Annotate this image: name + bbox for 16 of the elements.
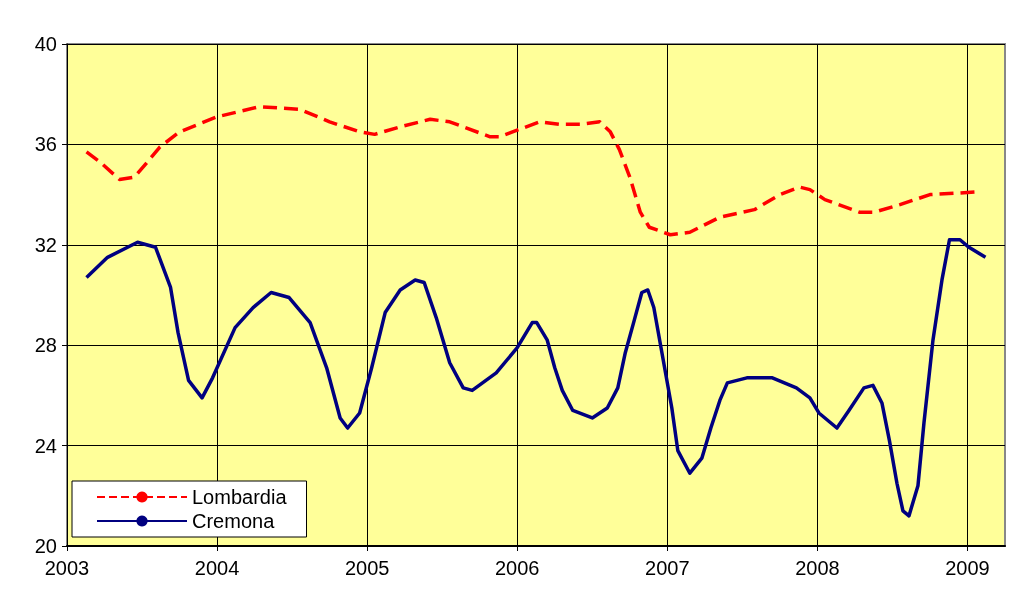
y-tick-label: 20 (34, 535, 57, 557)
line-series (84, 105, 977, 237)
x-tick-label: 2008 (795, 557, 840, 579)
legend-label: Cremona (192, 510, 276, 532)
y-tick-label: 36 (34, 133, 57, 156)
y-tick-label: 40 (34, 33, 57, 55)
legend-label: Lombardia (192, 486, 288, 508)
x-tick-label: 2007 (645, 557, 690, 579)
y-tick-label: 28 (34, 334, 57, 357)
x-tick-label: 2009 (945, 557, 990, 579)
x-tick-label: 2004 (194, 557, 240, 579)
x-tick-label: 2005 (344, 557, 390, 579)
x-tick-label: 2006 (494, 557, 540, 579)
y-tick-label: 32 (34, 233, 57, 256)
y-tick-label: 24 (34, 434, 57, 457)
x-tick-label: 2003 (44, 557, 90, 579)
